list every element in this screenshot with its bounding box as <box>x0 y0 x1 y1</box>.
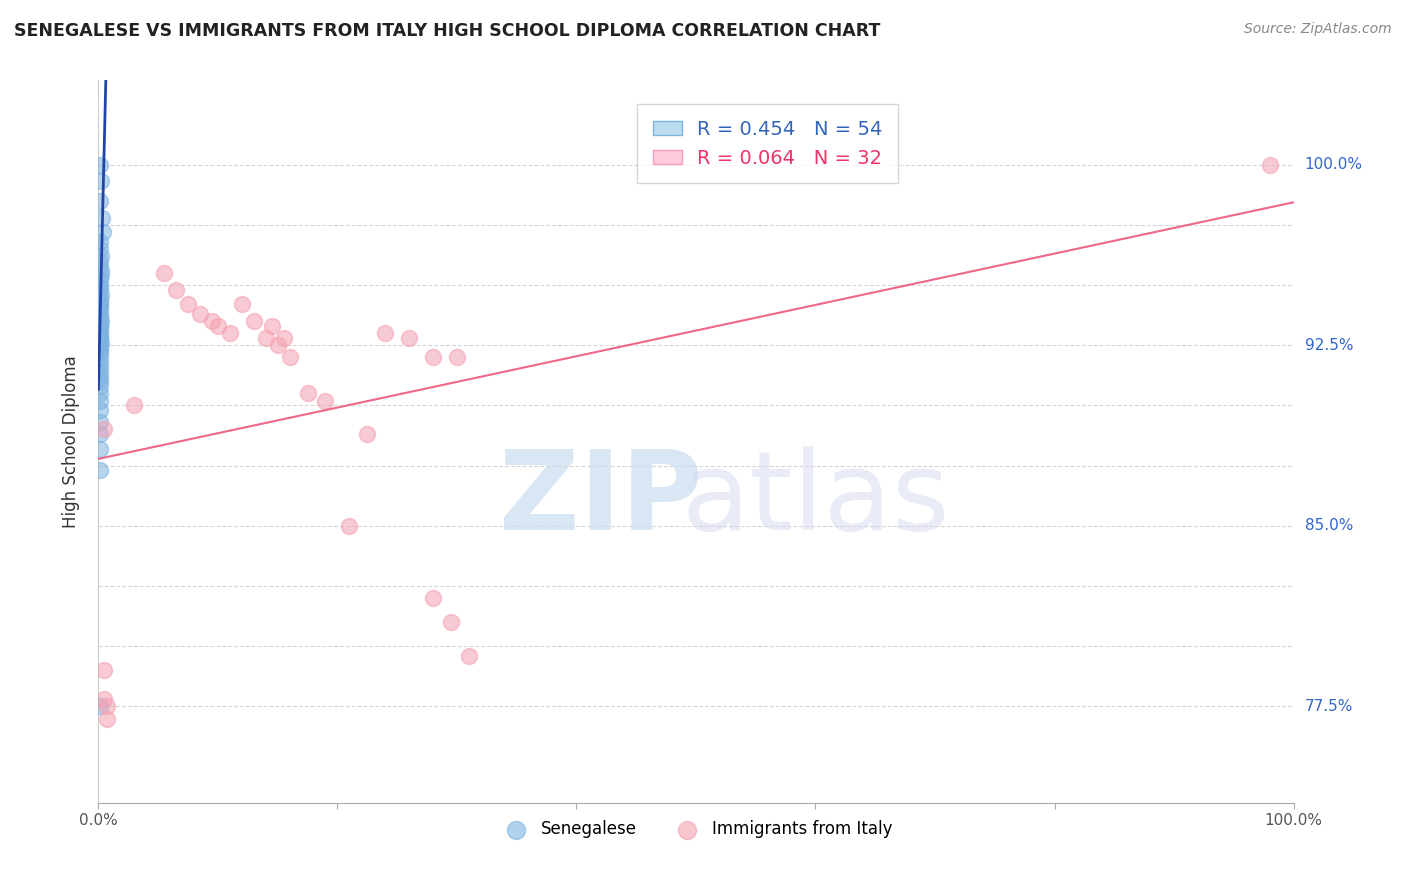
Point <box>89 324 111 338</box>
Point <box>89 294 111 309</box>
Point <box>1258 157 1281 171</box>
Point <box>374 326 396 340</box>
Point <box>89 386 111 401</box>
Point <box>89 355 111 369</box>
Point <box>89 699 111 714</box>
Point <box>89 415 111 429</box>
Point <box>267 338 290 352</box>
Point <box>89 242 111 256</box>
Point <box>89 157 111 171</box>
Point <box>89 341 111 355</box>
Point <box>89 318 111 333</box>
Point <box>458 648 481 663</box>
Point <box>89 427 111 442</box>
Point <box>89 302 111 317</box>
Point <box>90 263 112 277</box>
Point <box>93 664 115 678</box>
Point <box>89 317 111 331</box>
Point <box>89 403 111 417</box>
Point <box>90 335 112 350</box>
Text: 85.0%: 85.0% <box>1305 518 1353 533</box>
Point <box>422 591 444 606</box>
Point <box>89 345 111 359</box>
Point <box>89 331 111 345</box>
Point <box>89 393 111 408</box>
Point <box>89 277 111 292</box>
Point <box>89 359 111 374</box>
Point <box>96 711 118 725</box>
Point <box>90 249 112 263</box>
Point <box>446 350 468 364</box>
Point <box>90 287 112 301</box>
Text: 100.0%: 100.0% <box>1305 157 1362 172</box>
Point <box>91 225 114 239</box>
Text: ZIP: ZIP <box>499 446 702 553</box>
Point <box>89 300 111 314</box>
Point <box>254 331 277 345</box>
Point <box>356 427 378 442</box>
Y-axis label: High School Diploma: High School Diploma <box>62 355 80 528</box>
Point <box>440 615 463 629</box>
Point <box>91 211 114 225</box>
Point <box>177 297 200 311</box>
Point <box>89 369 111 384</box>
Point <box>89 297 111 311</box>
Point <box>89 293 111 307</box>
Point <box>89 338 111 352</box>
Point <box>89 311 111 326</box>
Text: SENEGALESE VS IMMIGRANTS FROM ITALY HIGH SCHOOL DIPLOMA CORRELATION CHART: SENEGALESE VS IMMIGRANTS FROM ITALY HIGH… <box>14 22 880 40</box>
Point <box>188 307 211 321</box>
Point <box>315 393 337 408</box>
Point <box>89 259 111 273</box>
Point <box>89 283 111 297</box>
Point <box>219 326 242 340</box>
Point <box>201 314 224 328</box>
Point <box>273 331 295 345</box>
Point <box>89 307 111 321</box>
Text: 92.5%: 92.5% <box>1305 338 1353 352</box>
Point <box>207 318 229 333</box>
Point <box>89 194 111 208</box>
Point <box>96 699 118 714</box>
Point <box>89 328 111 343</box>
Point <box>89 365 111 379</box>
Point <box>231 297 253 311</box>
Point <box>89 326 111 340</box>
Point <box>89 442 111 456</box>
Point <box>93 692 115 706</box>
Point <box>243 314 266 328</box>
Point <box>297 386 319 401</box>
Point <box>89 254 111 268</box>
Point <box>278 350 301 364</box>
Point <box>422 350 444 364</box>
Point <box>89 273 111 287</box>
Point <box>89 379 111 393</box>
Point <box>89 463 111 477</box>
Text: Source: ZipAtlas.com: Source: ZipAtlas.com <box>1244 22 1392 37</box>
Point <box>90 268 112 283</box>
Point <box>89 321 111 335</box>
Text: atlas: atlas <box>682 446 949 553</box>
Point <box>165 283 187 297</box>
Point <box>93 422 115 436</box>
Point <box>89 374 111 388</box>
Point <box>89 235 111 249</box>
Point <box>260 318 283 333</box>
Point <box>89 280 111 294</box>
Point <box>153 266 176 280</box>
Text: 77.5%: 77.5% <box>1305 699 1353 714</box>
Point <box>398 331 420 345</box>
Point <box>89 334 111 348</box>
Point <box>89 343 111 357</box>
Point <box>90 314 112 328</box>
Point <box>89 310 111 324</box>
Point <box>90 174 112 188</box>
Legend: Senegalese, Immigrants from Italy: Senegalese, Immigrants from Italy <box>492 814 900 845</box>
Point <box>89 350 111 364</box>
Point <box>339 519 361 533</box>
Point <box>124 398 146 412</box>
